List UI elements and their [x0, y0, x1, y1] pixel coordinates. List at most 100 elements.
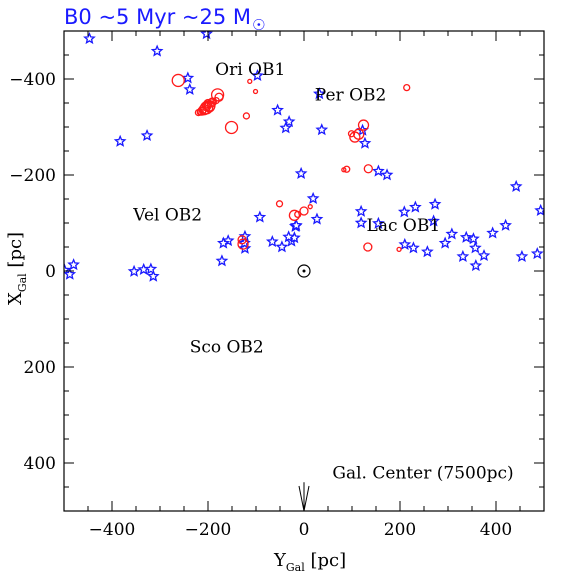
- annotation-label: Vel OB2: [132, 206, 202, 226]
- circle-marker: [252, 88, 259, 95]
- sun-marker-dot: [302, 269, 306, 273]
- star-marker: [282, 115, 296, 128]
- star-marker: [372, 164, 385, 177]
- star-marker: [459, 230, 473, 243]
- x-axis-label-sub: Gal: [286, 561, 305, 574]
- star-marker: [315, 123, 329, 136]
- star-marker: [67, 258, 80, 271]
- star-marker: [354, 216, 368, 229]
- annotation-label: Sco OB2: [190, 338, 264, 358]
- circle-marker: [171, 73, 185, 88]
- star-marker: [358, 136, 372, 149]
- x-tick-label: −200: [185, 520, 232, 540]
- annotation-label: Gal. Center (7500pc): [332, 463, 513, 483]
- star-marker: [146, 269, 160, 282]
- circle-marker: [403, 83, 411, 92]
- circle-marker: [396, 246, 402, 253]
- star-marker: [271, 103, 284, 116]
- star-marker: [428, 197, 442, 210]
- y-tick-label: 200: [24, 358, 56, 378]
- star-marker: [427, 214, 440, 227]
- circle-marker: [237, 238, 249, 250]
- circle-marker: [307, 204, 313, 210]
- star-marker: [140, 128, 154, 142]
- star-marker: [113, 134, 127, 147]
- y-axis-label-sub: Gal: [16, 273, 29, 292]
- star-marker: [530, 247, 544, 260]
- star-marker: [468, 241, 482, 254]
- star-marker: [509, 179, 523, 192]
- star-marker: [265, 235, 279, 248]
- x-tick-label: 0: [299, 520, 310, 540]
- star-marker: [445, 227, 459, 240]
- circle-marker: [357, 119, 370, 131]
- star-marker: [407, 241, 420, 254]
- data-points: [64, 31, 544, 511]
- chart-title-sun-symbol: ☉: [252, 16, 265, 34]
- star-marker: [282, 230, 296, 243]
- annotation-label: Lac OB1: [367, 216, 441, 236]
- star-marker: [183, 82, 197, 95]
- x-tick-label: 400: [480, 520, 512, 540]
- circle-marker: [196, 108, 204, 116]
- star-marker: [150, 44, 164, 57]
- star-marker: [408, 200, 422, 213]
- star-marker: [438, 236, 452, 249]
- star-marker: [467, 232, 480, 245]
- y-axis-label: XGal [pc]: [5, 232, 29, 305]
- circle-marker: [203, 98, 213, 109]
- star-marker: [312, 87, 326, 100]
- star-marker: [499, 218, 512, 231]
- annotation-label: Per OB2: [315, 86, 387, 106]
- y-tick-label: −200: [9, 166, 56, 186]
- circle-marker: [224, 120, 239, 135]
- star-marker: [275, 240, 289, 253]
- star-marker: [456, 249, 470, 263]
- sun-marker: [297, 264, 311, 278]
- x-tick-label: −400: [89, 520, 136, 540]
- x-axis-label-main: Y: [273, 550, 287, 571]
- star-marker: [486, 226, 500, 239]
- y-tick-label: −400: [9, 70, 56, 90]
- circle-marker: [343, 165, 351, 173]
- star-marker: [534, 203, 544, 216]
- circle-marker: [349, 131, 361, 143]
- star-marker: [144, 262, 158, 275]
- chart-title-main: B0 ~5 Myr ~25 M: [64, 5, 251, 29]
- star-marker: [83, 31, 96, 45]
- star-marker: [372, 216, 385, 229]
- star-marker: [251, 68, 264, 82]
- circle-marker: [288, 209, 301, 221]
- star-marker: [397, 205, 411, 218]
- x-axis-label: YGal [pc]: [273, 550, 346, 574]
- circle-marker: [341, 167, 347, 173]
- star-marker: [289, 218, 303, 231]
- star-marker: [515, 249, 529, 263]
- circle-marker: [363, 164, 373, 174]
- circle-marker: [202, 100, 212, 110]
- y-axis-label-main: X: [5, 292, 26, 305]
- x-tick-label: 200: [384, 520, 416, 540]
- circle-marker: [247, 78, 253, 85]
- circle-marker: [212, 96, 220, 105]
- y-tick-label: 0: [45, 262, 56, 282]
- x-axis-label-unit: [pc]: [305, 550, 346, 571]
- y-axis-label-unit: [pc]: [5, 232, 26, 273]
- axis-ticks: −400 −200 0 200 400 −400 −200 0 200 400: [9, 30, 545, 540]
- star-marker: [253, 210, 267, 223]
- star-marker: [294, 166, 308, 179]
- star-marker: [310, 212, 324, 225]
- circle-marker: [363, 242, 373, 252]
- chart-title: B0 ~5 Myr ~25 M☉: [64, 5, 266, 34]
- circle-marker: [275, 200, 284, 208]
- star-marker: [469, 259, 483, 272]
- star-marker: [477, 248, 491, 262]
- star-marker: [398, 237, 412, 251]
- star-marker: [215, 254, 229, 267]
- star-marker: [200, 31, 213, 40]
- star-marker: [216, 236, 230, 249]
- circle-marker: [207, 97, 217, 107]
- star-marker: [354, 204, 368, 217]
- star-marker: [306, 191, 320, 204]
